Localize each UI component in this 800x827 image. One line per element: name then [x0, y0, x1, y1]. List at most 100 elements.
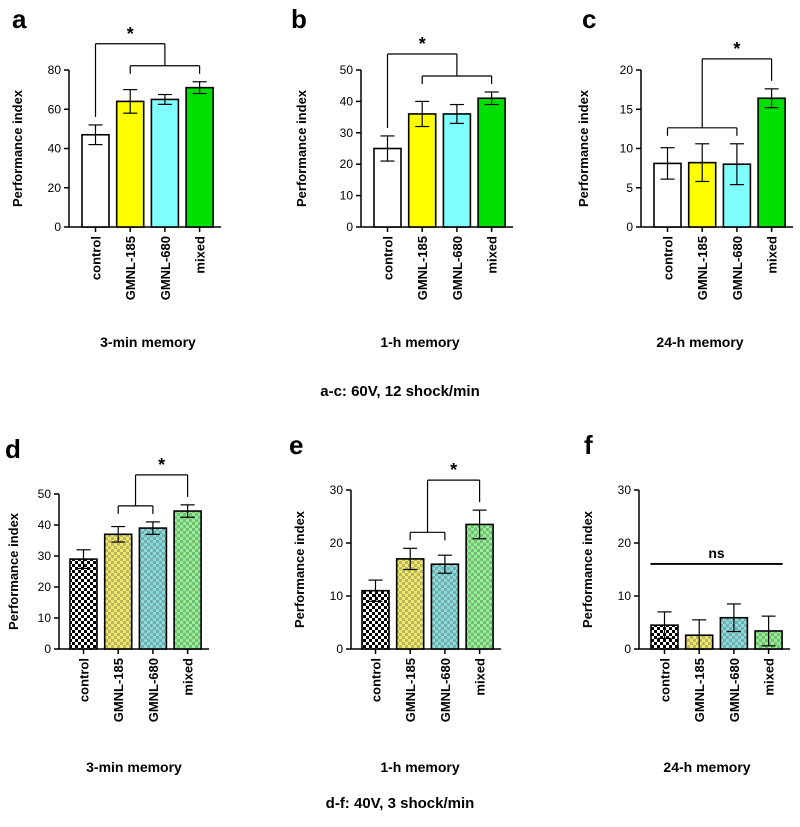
y-tick-label: 20: [340, 157, 354, 171]
panel-e: e 0 10 20 30 Performance index control GMNL-185…: [289, 430, 502, 775]
y-tick-label: 0: [54, 220, 61, 234]
x-tick-label: mixed: [181, 658, 196, 696]
bar-gmnl-680: [442, 113, 472, 228]
y-tick-label: 30: [38, 549, 52, 563]
significance-label: ns: [708, 545, 725, 561]
significance-label: *: [158, 455, 165, 475]
x-tick-label: GMNL-185: [695, 236, 710, 300]
panel-letter: d: [5, 434, 21, 464]
x-tick-label: GMNL-185: [111, 658, 126, 722]
bar-mixed: [477, 97, 506, 228]
x-tick-label: GMNL-185: [692, 658, 707, 722]
x-tick-label: GMNL-680: [158, 236, 173, 300]
x-tick-label: GMNL-680: [730, 236, 745, 300]
x-tick-label: control: [369, 658, 384, 702]
x-tick-label: GMNL-680: [450, 236, 465, 300]
x-tick-label: GMNL-680: [146, 658, 161, 722]
significance-annotation: ns: [650, 545, 783, 565]
y-tick-label: 50: [38, 487, 52, 501]
bar-gmnl-680: [430, 563, 460, 650]
y-axis-label: Performance index: [576, 89, 591, 207]
y-tick-label: 30: [340, 126, 354, 140]
x-tick-label: GMNL-185: [415, 236, 430, 300]
y-tick-label: 0: [44, 642, 51, 656]
bar-mixed: [465, 523, 494, 650]
x-axis-label: 1-h memory: [380, 334, 460, 350]
bar-gmnl-185: [407, 113, 437, 228]
y-tick-label: 30: [330, 483, 344, 497]
panel-letter: e: [289, 430, 303, 460]
x-tick-label: mixed: [193, 236, 208, 274]
caption-bottom: d-f: 40V, 3 shock/min: [325, 795, 475, 812]
y-tick-label: 30: [618, 483, 632, 497]
panel-f: f 0 10 20 30 Performance index control GMNL-185…: [580, 430, 791, 775]
x-tick-label: control: [661, 236, 676, 280]
x-tick-label: mixed: [765, 236, 780, 274]
y-tick-label: 60: [48, 102, 62, 116]
x-axis-label: 1-h memory: [380, 759, 460, 775]
y-tick-label: 10: [38, 611, 52, 625]
bar-mixed: [185, 86, 214, 228]
y-tick-label: 50: [340, 63, 354, 77]
y-tick-label: 40: [38, 518, 52, 532]
y-axis-label: Performance index: [580, 510, 595, 628]
x-tick-label: GMNL-680: [438, 658, 453, 722]
y-tick-label: 20: [620, 63, 634, 77]
y-axis-label: Performance index: [10, 89, 25, 207]
y-tick-label: 0: [336, 642, 343, 656]
significance-annotation: *: [666, 39, 773, 136]
significance-label: *: [127, 24, 134, 44]
x-tick-label: control: [381, 236, 396, 280]
y-tick-label: 0: [346, 220, 353, 234]
panel-b: b 0 10 20 30 40 50 Performance index control GMNL…: [291, 4, 514, 350]
y-tick-label: 20: [38, 580, 52, 594]
significance-label: *: [733, 39, 740, 59]
bar-mixed: [173, 510, 202, 650]
bar-gmnl-185: [395, 558, 425, 650]
y-tick-label: 0: [626, 220, 633, 234]
panel-letter: c: [582, 4, 596, 34]
x-tick-label: control: [89, 236, 104, 280]
bar-control: [81, 133, 110, 228]
x-tick-label: control: [77, 658, 92, 702]
y-tick-label: 5: [626, 181, 633, 195]
panel-d: d 0 10 20 30 40 50 Performance index control GMNL…: [5, 434, 210, 775]
y-tick-label: 20: [618, 536, 632, 550]
y-tick-label: 40: [340, 94, 354, 108]
y-tick-label: 10: [618, 589, 632, 603]
y-tick-label: 80: [48, 63, 62, 77]
bar-mixed: [757, 97, 786, 228]
y-tick-label: 10: [330, 589, 344, 603]
panel-letter: a: [12, 4, 27, 34]
y-tick-label: 0: [624, 642, 631, 656]
y-axis-label: Performance index: [294, 89, 309, 207]
significance-annotation: *: [117, 455, 189, 514]
y-tick-label: 10: [620, 142, 634, 156]
y-tick-label: 20: [330, 536, 344, 550]
y-axis-label: Performance index: [6, 512, 21, 630]
x-tick-label: mixed: [473, 658, 488, 696]
bar-gmnl-185: [103, 533, 133, 650]
significance-label: *: [450, 460, 457, 480]
x-axis-label: 3-min memory: [86, 759, 182, 775]
y-tick-label: 15: [620, 102, 634, 116]
x-tick-label: GMNL-185: [403, 658, 418, 722]
bar-gmnl-680: [138, 527, 168, 650]
x-axis-label: 24-h memory: [663, 759, 750, 775]
x-tick-label: mixed: [762, 658, 777, 696]
x-tick-label: GMNL-185: [123, 236, 138, 300]
significance-annotation: *: [409, 460, 481, 541]
y-axis-label: Performance index: [292, 510, 307, 628]
y-tick-label: 40: [48, 142, 62, 156]
significance-label: *: [419, 34, 426, 54]
x-tick-label: GMNL-680: [727, 658, 742, 722]
x-axis-label: 24-h memory: [656, 334, 743, 350]
panel-letter: f: [584, 430, 593, 460]
bar-control: [69, 558, 98, 650]
bar-gmnl-680: [150, 98, 180, 228]
panel-letter: b: [291, 4, 307, 34]
bar-gmnl-185: [115, 100, 145, 228]
significance-annotation: *: [94, 24, 201, 117]
